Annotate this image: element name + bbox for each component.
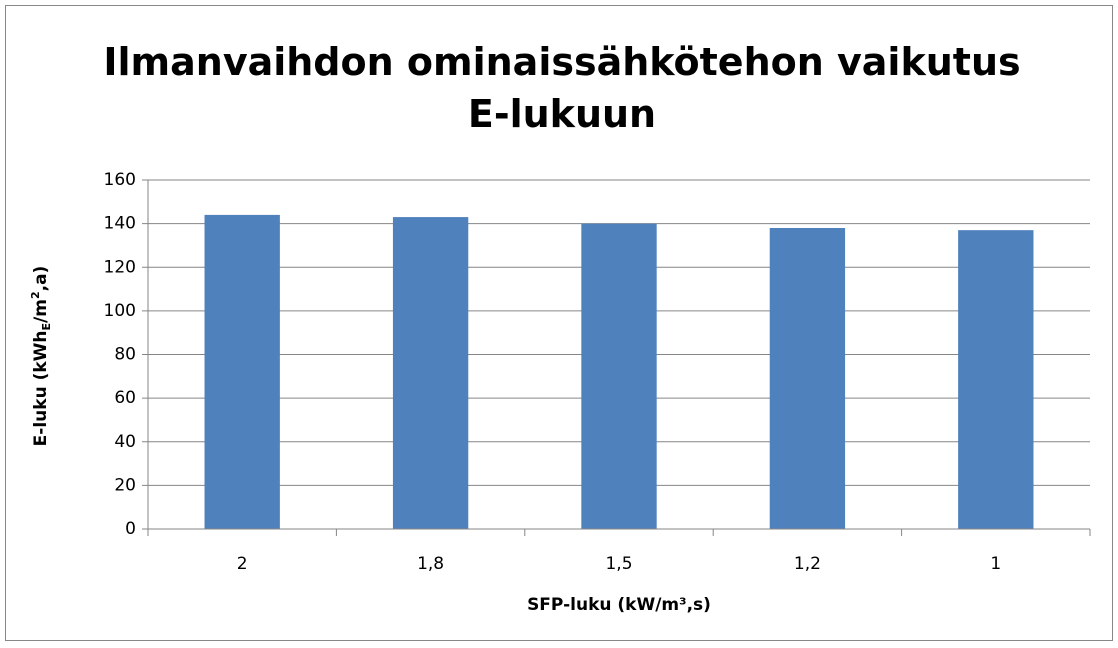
- y-tick-label: 40: [114, 432, 136, 452]
- y-tick-label: 120: [104, 257, 136, 277]
- bar: [958, 230, 1034, 529]
- y-tick-label: 140: [104, 214, 136, 234]
- y-label-sub: E: [40, 323, 53, 331]
- bar: [581, 223, 657, 529]
- y-tick-label: 60: [114, 388, 136, 408]
- y-tick-label: 0: [125, 519, 136, 539]
- chart-frame: [5, 5, 1113, 641]
- x-tick-label: 2: [237, 554, 248, 574]
- y-tick-label: 80: [114, 345, 136, 365]
- y-label-part: E-luku (kWh: [31, 330, 51, 446]
- chart-title: E-lukuun: [468, 92, 656, 136]
- bar: [392, 217, 469, 530]
- y-label-sup: 2: [29, 291, 42, 299]
- y-axis-label: E-luku (kWhE/m2,a): [29, 266, 53, 447]
- bar: [204, 214, 280, 529]
- x-tick-label: 1: [990, 554, 1001, 574]
- y-tick-label: 160: [104, 170, 136, 190]
- y-tick-label: 20: [114, 475, 136, 495]
- y-label-part: /m: [31, 299, 51, 323]
- x-tick-label: 1,5: [605, 554, 632, 574]
- y-label-part: ,a): [31, 266, 51, 292]
- x-axis-label: SFP-luku (kW/m³,s): [527, 595, 711, 615]
- y-tick-label: 100: [104, 301, 136, 321]
- x-tick-label: 1,2: [794, 554, 821, 574]
- x-tick-label: 1,8: [417, 554, 444, 574]
- chart-title: Ilmanvaihdon ominaissähkötehon vaikutus: [103, 40, 1020, 84]
- bar: [769, 227, 846, 530]
